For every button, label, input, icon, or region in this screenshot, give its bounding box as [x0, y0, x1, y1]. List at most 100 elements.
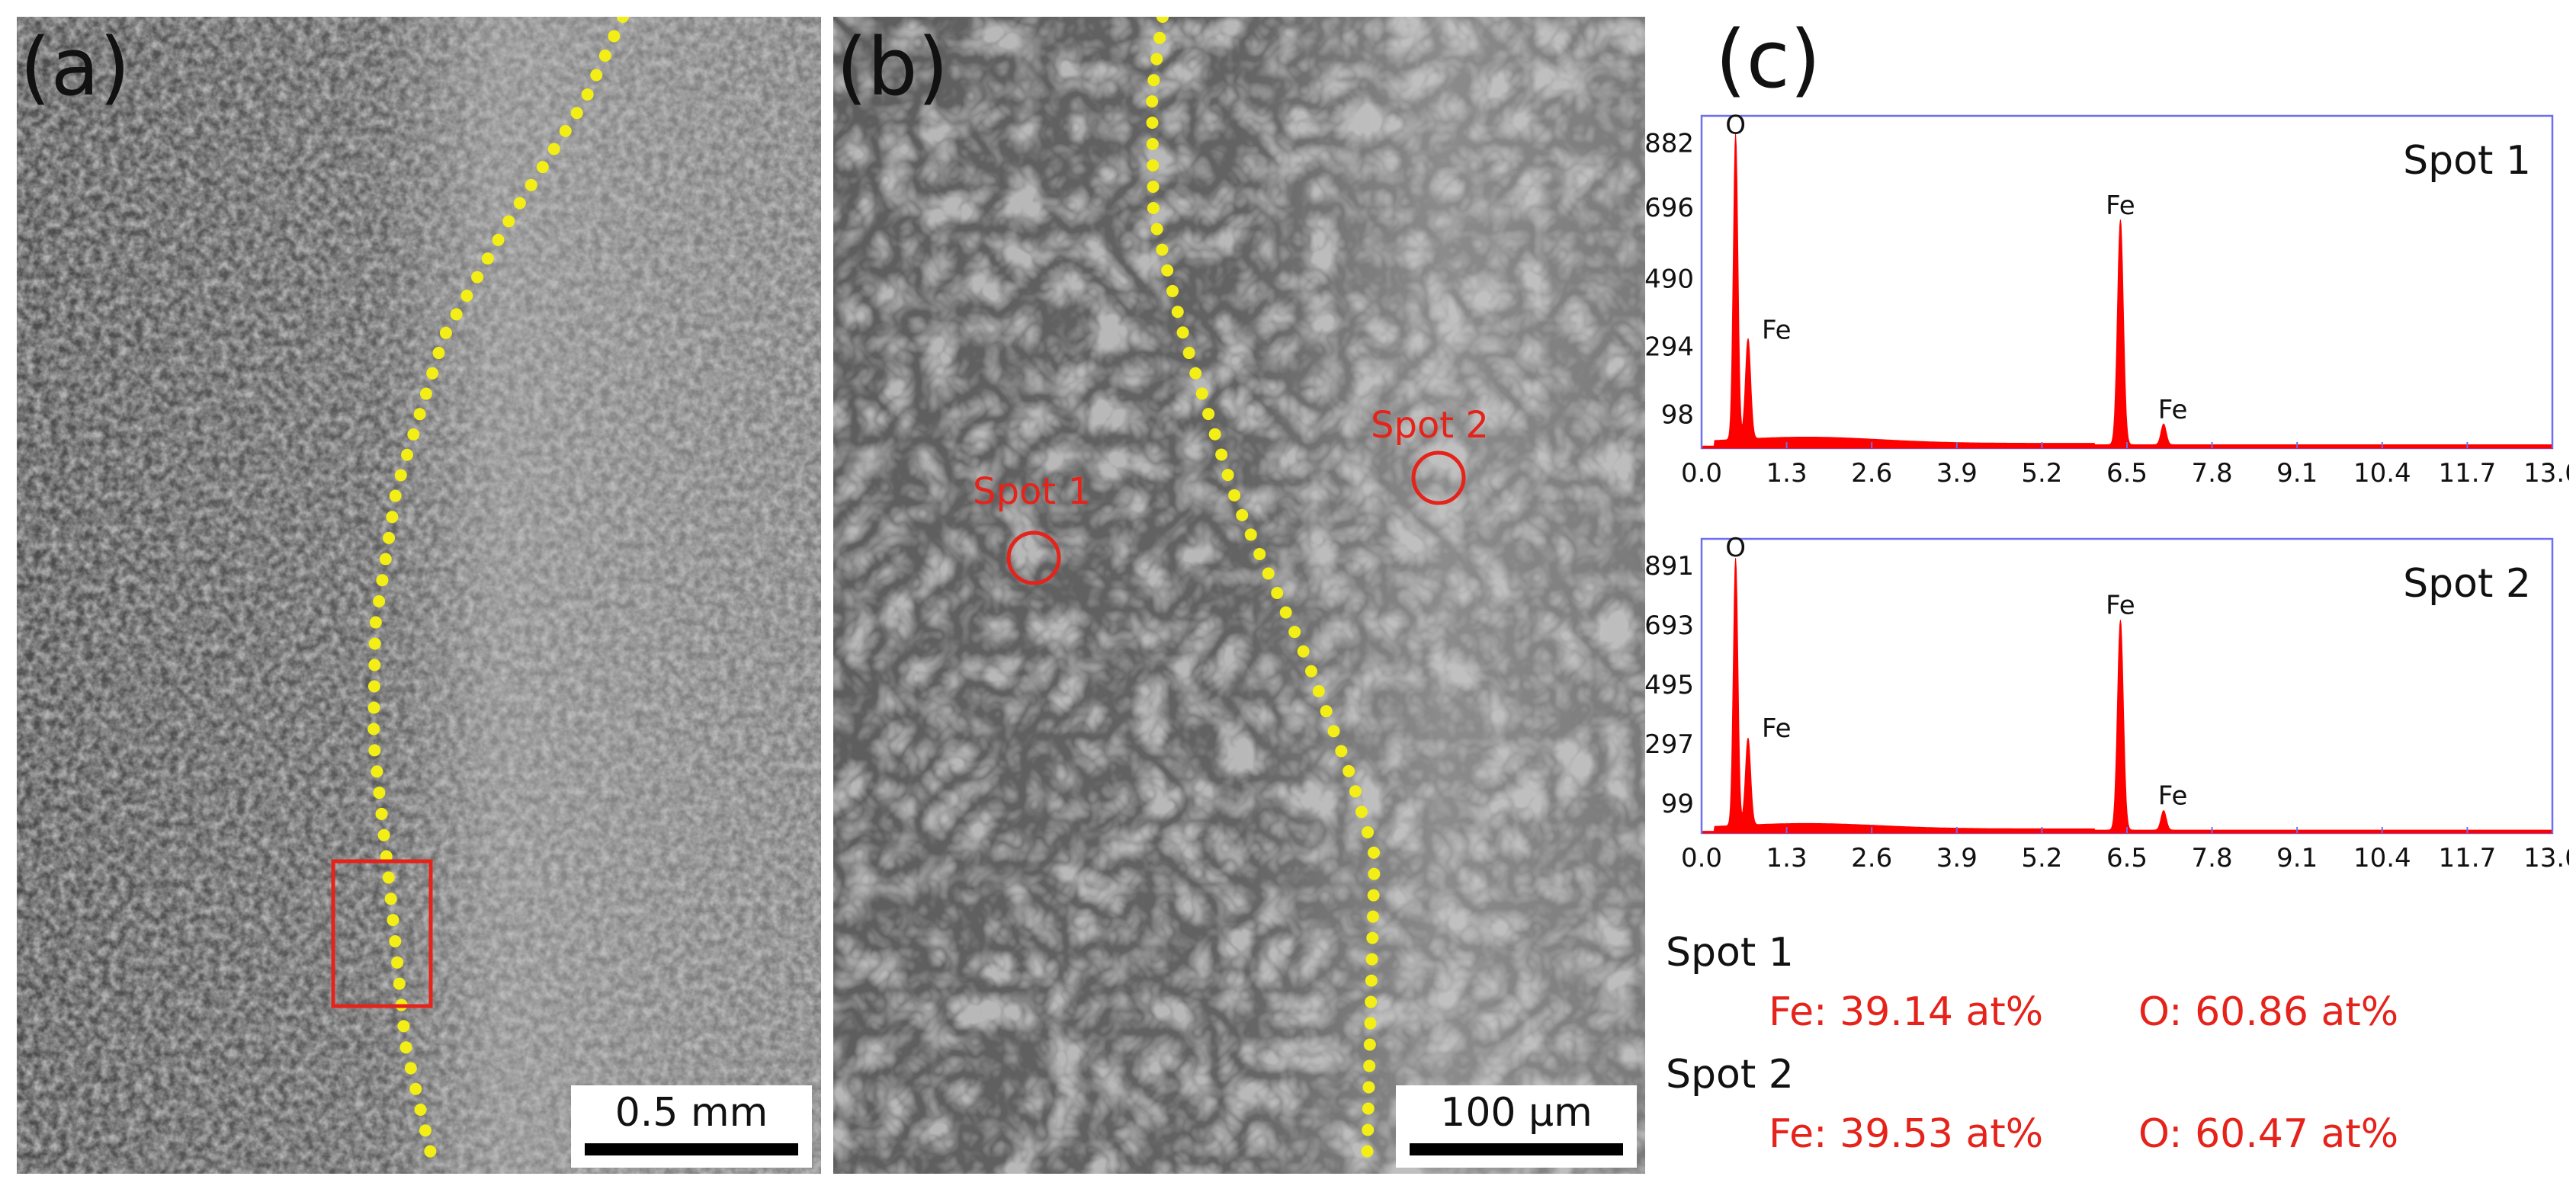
- panel-label-c: (c): [1715, 13, 1821, 106]
- spectrum-series: [1702, 133, 2553, 449]
- scale-bar-a-label: 0.5 mm: [614, 1090, 768, 1136]
- boundary-dotted-line-b: [1146, 17, 1381, 1158]
- boundary-dot: [1288, 626, 1301, 639]
- boundary-dot: [1150, 53, 1163, 66]
- boundary-dot: [382, 871, 395, 884]
- chart-title: Spot 1: [2403, 138, 2531, 184]
- boundary-dot: [1153, 31, 1166, 44]
- boundary-dot: [389, 934, 402, 947]
- boundary-dot: [373, 594, 386, 607]
- panel-label-a: (a): [20, 21, 130, 114]
- boundary-dot: [399, 1041, 412, 1054]
- boundary-dot: [367, 723, 380, 736]
- boundary-dot: [1182, 347, 1195, 360]
- boundary-dot: [1189, 367, 1202, 380]
- boundary-dot: [404, 1062, 417, 1075]
- boundary-dot: [379, 553, 392, 566]
- boundary-dot: [1262, 567, 1275, 580]
- y-tick-label: 98: [1661, 399, 1694, 430]
- boundary-dot: [536, 161, 549, 174]
- boundary-dot: [1156, 17, 1169, 23]
- boundary-dot: [559, 124, 572, 137]
- boundary-dot: [1355, 806, 1368, 819]
- boundary-dot: [1327, 725, 1340, 738]
- x-tick-label: 1.3: [1766, 458, 1808, 489]
- boundary-dot: [460, 289, 473, 302]
- composition-spot1-title: Spot 1: [1666, 930, 1794, 976]
- peak-label: Fe: [1762, 315, 1792, 345]
- boundary-dot: [371, 765, 383, 778]
- sem-image-a: (a) 0.5 mm: [17, 17, 821, 1174]
- boundary-dot: [377, 828, 390, 841]
- scale-bar-b-line: [1410, 1143, 1623, 1155]
- x-tick-label: 11.7: [2439, 843, 2497, 873]
- boundary-dot: [617, 17, 629, 23]
- plot-frame: [1700, 114, 2554, 450]
- boundary-dot: [1195, 387, 1208, 400]
- boundary-dot: [1146, 138, 1159, 151]
- boundary-dot: [368, 744, 381, 757]
- boundary-dot: [383, 531, 396, 544]
- boundary-dot: [375, 807, 388, 820]
- boundary-dot: [439, 326, 452, 339]
- y-tick-label: 297: [1644, 729, 1694, 760]
- boundary-dot: [1366, 931, 1379, 944]
- boundary-dot: [1343, 764, 1355, 777]
- scale-bar-a-line: [585, 1143, 798, 1155]
- boundary-dot: [1147, 159, 1160, 172]
- composition-spot2-title: Spot 2: [1666, 1052, 1794, 1098]
- x-tick-label: 7.8: [2192, 458, 2233, 489]
- boundary-dot: [1171, 306, 1184, 319]
- boundary-dot: [581, 88, 594, 101]
- boundary-dot: [1202, 408, 1215, 421]
- x-tick-label: 1.3: [1766, 843, 1808, 873]
- boundary-dot: [419, 387, 432, 400]
- boundary-dot: [1361, 1145, 1374, 1158]
- boundary-dot: [1146, 117, 1159, 130]
- x-tick-label: 7.8: [2192, 843, 2233, 873]
- boundary-dot: [387, 914, 399, 927]
- y-tick-label: 882: [1644, 128, 1694, 159]
- x-tick-label: 13.0: [2523, 843, 2569, 873]
- boundary-dot: [492, 233, 505, 246]
- boundary-dot: [1367, 889, 1380, 902]
- x-tick-label: 3.9: [1936, 843, 1978, 873]
- peak-label: Fe: [2158, 395, 2188, 425]
- boundary-dot: [397, 1020, 410, 1033]
- scale-bar-b: 100 μm: [1396, 1085, 1637, 1168]
- boundary-dot: [419, 1124, 431, 1137]
- spectrum-series: [1702, 558, 2553, 834]
- composition-spot1-o: O: 60.86 at%: [2138, 989, 2399, 1035]
- boundary-dot: [413, 408, 426, 421]
- peak-label: O: [1725, 533, 1746, 563]
- boundary-dot: [432, 347, 445, 360]
- peak-label: Fe: [1762, 713, 1792, 744]
- x-tick-label: 2.6: [1851, 458, 1892, 489]
- x-tick-label: 9.1: [2276, 458, 2318, 489]
- boundary-dot: [369, 616, 382, 629]
- boundary-dot: [1365, 995, 1378, 1008]
- boundary-dot: [1362, 1081, 1375, 1094]
- boundary-dot: [1150, 223, 1163, 236]
- boundary-dot: [1363, 1059, 1376, 1072]
- spot1-marker: [1006, 530, 1061, 585]
- boundary-dot: [525, 178, 537, 191]
- y-tick-label: 495: [1644, 670, 1694, 700]
- scale-bar-b-label: 100 μm: [1440, 1090, 1593, 1136]
- boundary-dot: [414, 1104, 427, 1117]
- boundary-dot: [471, 271, 484, 284]
- boundary-dot: [513, 197, 526, 210]
- boundary-dot: [1363, 1038, 1376, 1051]
- boundary-dot: [376, 574, 389, 587]
- sem-image-b-texture: [833, 17, 1645, 1174]
- boundary-dot: [384, 893, 397, 905]
- boundary-dot: [1362, 1123, 1375, 1136]
- chart-title: Spot 2: [2403, 561, 2531, 607]
- boundary-dot: [1368, 846, 1381, 859]
- boundary-dot: [502, 215, 515, 228]
- boundary-dot: [1161, 264, 1174, 277]
- boundary-dot: [1297, 645, 1310, 658]
- plot-frame: [1700, 537, 2554, 835]
- boundary-dot: [1215, 448, 1228, 461]
- boundary-dot: [1253, 547, 1266, 560]
